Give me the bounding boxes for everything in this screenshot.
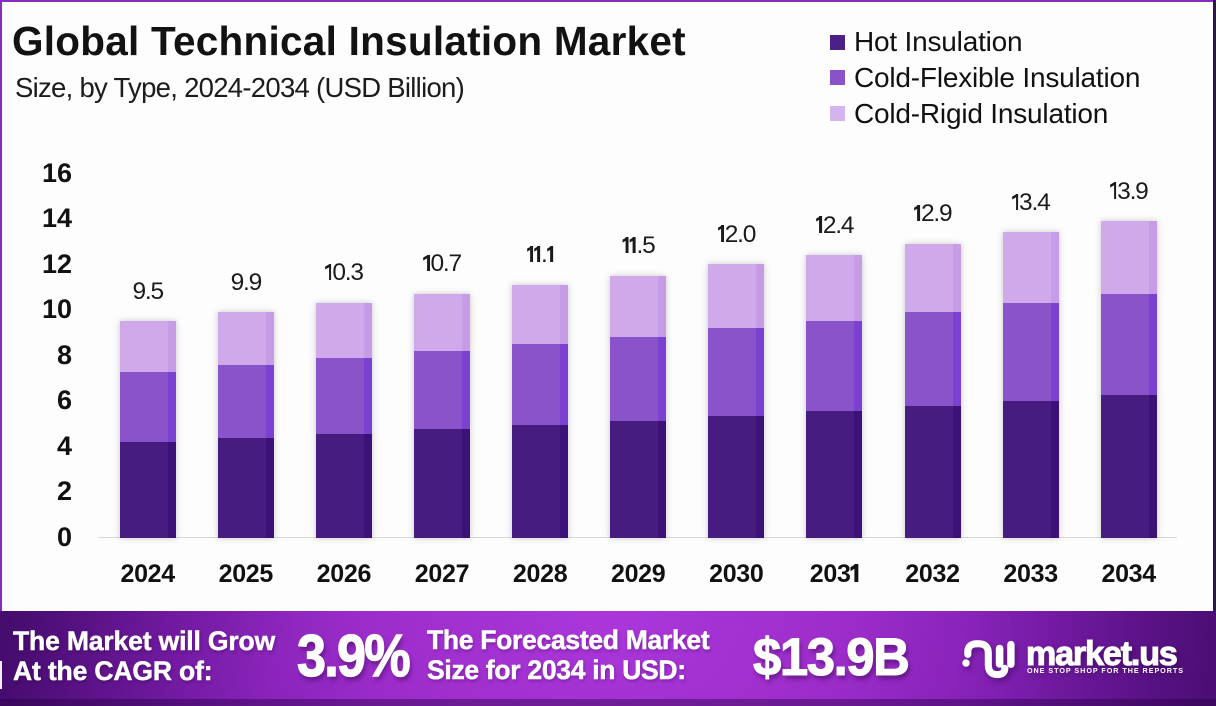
svg-text:ONE STOP SHOP FOR THE REPORTS: ONE STOP SHOP FOR THE REPORTS (1027, 666, 1184, 675)
svg-text:market.us: market.us (1026, 635, 1177, 673)
